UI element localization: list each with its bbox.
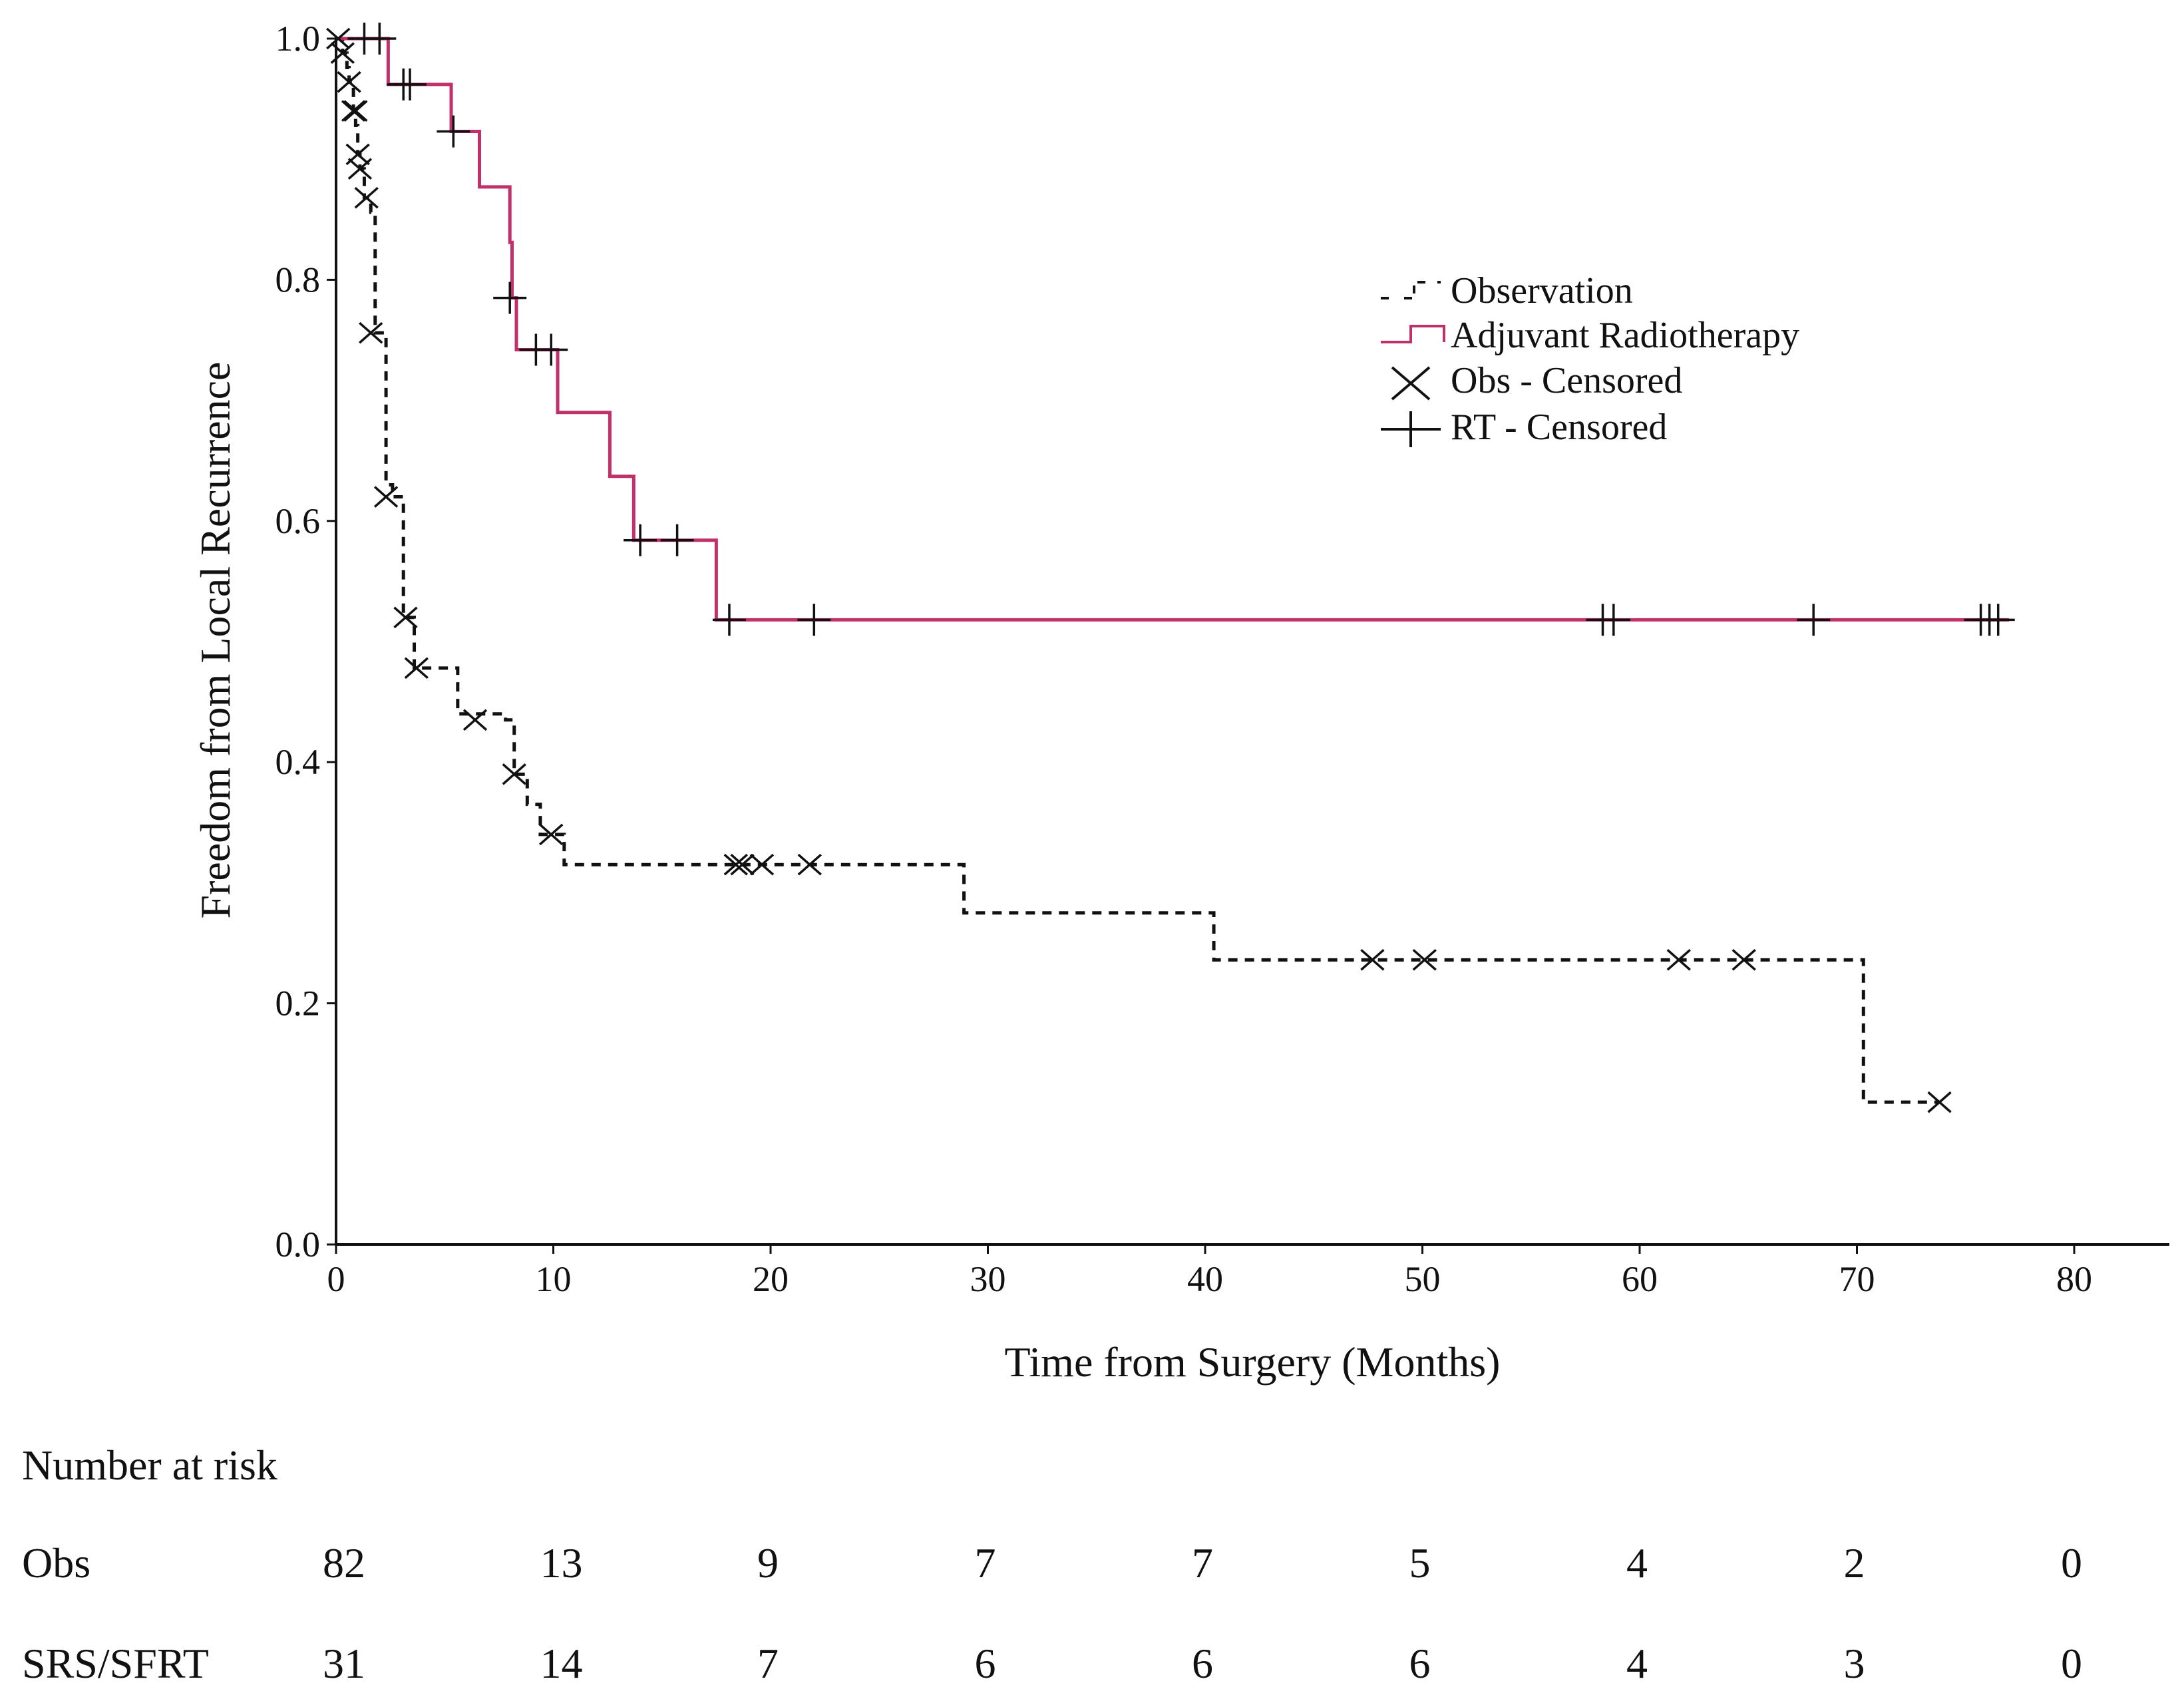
rt-censor-marker [1797, 604, 1831, 636]
risk-value: 31 [323, 1640, 365, 1687]
risk-value: 7 [1192, 1539, 1213, 1587]
legend-observation-label: Observation [1451, 270, 1633, 311]
rt-censor-marker [660, 524, 694, 556]
legend: Observation Adjuvant Radiotherapy Obs - … [1381, 270, 1799, 448]
x-tick-label: 30 [970, 1259, 1006, 1299]
x-tick-label: 40 [1187, 1259, 1223, 1299]
y-tick-label: 0.8 [275, 260, 321, 299]
rt-censor-marker [1596, 604, 1630, 636]
obs-censor-marker [330, 42, 355, 65]
obs-censor-marker [373, 486, 399, 508]
legend-obs-censored-label: Obs - Censored [1451, 360, 1682, 401]
risk-value: 6 [1409, 1640, 1431, 1687]
obs-censor-marker [1360, 949, 1385, 971]
obs-censor-marker [341, 100, 366, 122]
rt-censor-marker [712, 604, 746, 636]
risk-value: 0 [2061, 1640, 2082, 1687]
rt-censor-marker [624, 524, 657, 556]
y-axis-ticks: 0.0 0.2 0.4 0.6 0.8 1.0 [275, 19, 336, 1264]
y-tick-label: 0.6 [275, 501, 321, 541]
obs-censor-marker [797, 853, 822, 876]
obs-censor-marker [539, 823, 564, 846]
x-tick-label: 80 [2056, 1259, 2092, 1299]
obs-censor-marker [723, 853, 748, 876]
obs-censor-marker [502, 763, 526, 785]
legend-rt-censored-label: RT - Censored [1451, 407, 1667, 448]
risk-value: 4 [1626, 1539, 1648, 1587]
legend-rt-censored-swatch [1381, 411, 1441, 447]
risk-value: 14 [540, 1640, 583, 1687]
y-tick-label: 1.0 [275, 19, 321, 59]
risk-value: 7 [974, 1539, 996, 1587]
y-tick-label: 0.0 [275, 1225, 321, 1264]
y-tick-label: 0.4 [275, 742, 321, 782]
obs-censor-marker [404, 657, 429, 679]
x-tick-label: 60 [1622, 1259, 1658, 1299]
rt-censor-marker [493, 282, 527, 314]
risk-value: 9 [757, 1539, 779, 1587]
observation-curve [336, 37, 1940, 1104]
obs-censor-marker [347, 158, 373, 180]
legend-obs-censored-swatch [1391, 366, 1431, 401]
rt-censor-marker [393, 68, 427, 100]
obs-censor-marker [393, 606, 418, 629]
risk-value: 13 [540, 1539, 583, 1587]
rt-censor-marker [1981, 604, 2015, 636]
risk-table-title: Number at risk [22, 1441, 277, 1489]
x-tick-label: 0 [327, 1259, 345, 1299]
rt-censor-marker [363, 23, 397, 55]
legend-radiotherapy-swatch [1381, 325, 1445, 343]
obs-censor-marker [1927, 1091, 1952, 1113]
risk-value: 3 [1843, 1640, 1865, 1687]
rt-censor-marker [437, 115, 470, 148]
risk-row-srs-label: SRS/SFRT [22, 1640, 209, 1687]
obs-censor-marker [462, 709, 488, 731]
risk-row-obs-label: Obs [22, 1539, 91, 1587]
risk-value: 4 [1626, 1640, 1648, 1687]
y-axis-label: Freedom from Local Recurrence [192, 362, 239, 919]
x-axis-ticks: 0 10 20 30 40 50 60 70 80 [327, 1244, 2092, 1299]
obs-censor-marker [354, 186, 379, 209]
legend-radiotherapy-label: Adjuvant Radiotherapy [1451, 315, 1799, 356]
risk-value: 5 [1409, 1539, 1431, 1587]
x-tick-label: 50 [1405, 1259, 1441, 1299]
risk-value: 6 [1192, 1640, 1213, 1687]
obs-censor-marker [359, 321, 383, 344]
risk-value: 2 [1843, 1539, 1865, 1587]
obs-censor-marker [326, 27, 351, 50]
risk-value: 7 [757, 1640, 779, 1687]
obs-censor-marker [1666, 949, 1691, 971]
series-layer [336, 37, 2010, 1104]
obs-censor-marker [730, 853, 755, 876]
risk-value: 0 [2061, 1539, 2082, 1587]
censor-markers [326, 23, 2015, 1113]
obs-censor-marker [337, 71, 361, 93]
rt-censor-marker [797, 604, 831, 636]
rt-censor-marker [534, 333, 568, 366]
x-axis-label: Time from Surgery (Months) [1005, 1338, 1501, 1386]
risk-value: 82 [323, 1539, 365, 1587]
obs-censor-marker [343, 100, 368, 122]
y-tick-label: 0.2 [275, 984, 321, 1024]
obs-censor-marker [749, 853, 775, 876]
x-tick-label: 70 [1839, 1259, 1875, 1299]
x-tick-label: 10 [536, 1259, 572, 1299]
obs-censor-marker [1412, 949, 1437, 971]
x-tick-label: 20 [753, 1259, 789, 1299]
obs-censor-marker [1731, 949, 1756, 971]
legend-observation-swatch [1381, 281, 1441, 299]
risk-value: 6 [974, 1640, 996, 1687]
